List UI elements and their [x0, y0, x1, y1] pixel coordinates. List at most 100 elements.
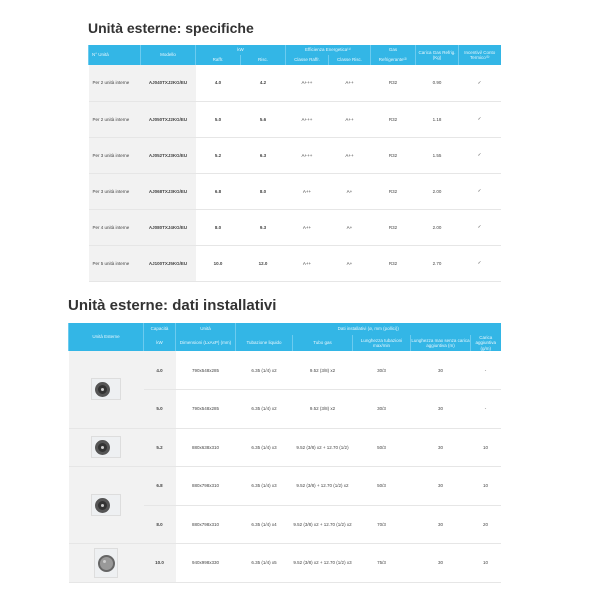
table-cell: 9.52 (3/8) x2 + 12.70 (1/2) x2	[292, 505, 353, 545]
table-cell: 5.6	[240, 101, 286, 138]
table-cell: 6.35 (1/4) x2	[235, 351, 293, 391]
table-cell: 6.35 (1/4) x3	[235, 466, 293, 506]
table-cell: 30/3	[352, 351, 411, 391]
table-cell: 6.35 (1/4) x5	[235, 543, 293, 583]
header-gas: Gas	[370, 45, 416, 55]
outdoor-unit-image	[68, 543, 144, 583]
table-cell: ✓	[458, 101, 501, 138]
header-gas-pipe: Tubo gas	[292, 335, 353, 352]
table-cell: 4.2	[240, 65, 286, 102]
header-cool: Raffr.	[195, 55, 241, 65]
table-cell: 1.55	[415, 137, 459, 174]
table-cell: 30	[410, 543, 471, 583]
table-cell: 10	[470, 428, 501, 468]
table-cell: 75/3	[352, 543, 411, 583]
table-cell: 30	[410, 505, 471, 545]
table-cell: R32	[370, 173, 416, 210]
header-charge: Carica Gas Refrig. (Kg)	[415, 45, 459, 65]
table-cell: 10	[470, 543, 501, 583]
table-row: 8.0 880x798x310 6.35 (1/4) x4 9.52 (3/8) x2…	[69, 505, 501, 545]
outdoor-unit-image	[68, 428, 144, 468]
table-cell: 6.8	[143, 466, 176, 506]
header-gas-sub: Refrigerante⁽²⁾	[370, 55, 416, 65]
table-cell: 6.35 (1/4) x3	[235, 428, 293, 468]
table-cell: 4.0	[195, 65, 241, 102]
header-dim: Dimensioni (LxAxP) (mm)	[175, 335, 236, 352]
table-cell: 8.0	[195, 209, 241, 246]
outdoor-unit-icon	[91, 436, 121, 459]
table-cell: 2.70	[415, 245, 459, 282]
table-cell: A+	[328, 209, 371, 246]
table-cell: AJ052TXJ3KG/EU	[140, 137, 196, 174]
table-cell: 50/3	[352, 428, 411, 468]
table-cell: 6.8	[195, 173, 241, 210]
table-cell: 6.35 (1/4) x2	[235, 389, 293, 429]
table-cell: A++	[328, 65, 371, 102]
table-cell: R32	[370, 65, 416, 102]
header-kw: kW	[195, 45, 286, 55]
specs-title: Unità esterne: specifiche	[88, 20, 254, 36]
table-row: Per 5 unità interne AJ100TXJ5KG/EU 10.0 12.…	[88, 245, 501, 282]
table-row: Per 4 unità interne AJ080TXJ4KG/EU 8.0 9.3 A…	[88, 209, 501, 246]
table-cell: R32	[370, 245, 416, 282]
table-cell: A+++	[285, 101, 329, 138]
header-u: Unità	[175, 323, 236, 335]
header-capacity: Capacità	[143, 323, 176, 335]
table-cell: A++	[285, 173, 329, 210]
table-cell: 9.52 (3/8) + 12.70 (1/2) x2	[292, 466, 353, 506]
header-incentives: Incentivi/ Conto Termico⁽³⁾	[458, 45, 501, 65]
specs-table: N° Unità Modello kW Efficienza Energetic…	[88, 45, 501, 282]
table-cell: 12.0	[240, 245, 286, 282]
table-cell: 50/3	[352, 466, 411, 506]
table-cell: 70/3	[352, 505, 411, 545]
table-cell: 30	[410, 428, 471, 468]
header-efficiency: Efficienza Energetica⁽¹⁾	[285, 45, 371, 55]
table-cell: A++	[328, 137, 371, 174]
table-cell: A+	[328, 245, 371, 282]
table-cell: 6.3	[240, 137, 286, 174]
table-cell: 8.0	[143, 505, 176, 545]
table-row: 10.0 940x998x330 6.35 (1/4) x5 9.52 (3/8) x…	[68, 543, 501, 583]
table-cell: 2.00	[415, 209, 459, 246]
header-length: Lunghezza tubazioni max/min	[352, 335, 411, 352]
table-cell: AJ040TXJ2KG/EU	[140, 65, 196, 102]
table-cell: 4.0	[143, 351, 176, 391]
table-cell: 9.52 (3/8) x2	[292, 351, 353, 391]
header-install-data: Dati installativi (ø, mm (pollici))	[234, 323, 501, 335]
header-unit: Unità Esterne	[68, 323, 144, 352]
table-cell: Per 5 unità interne	[88, 245, 141, 282]
table-cell: 10.0	[195, 245, 241, 282]
header-liquid: Tubazione liquido	[235, 335, 293, 352]
table-cell: 1.18	[415, 101, 459, 138]
table-cell: 2.00	[415, 173, 459, 210]
table-cell: ✓	[458, 209, 501, 246]
table-cell: -	[470, 351, 501, 391]
table-cell: 30	[410, 351, 471, 391]
table-cell: Per 2 unità interne	[88, 65, 141, 102]
table-cell: A++	[328, 101, 371, 138]
table-cell: R32	[370, 209, 416, 246]
table-cell: 30	[410, 389, 471, 429]
table-row: 4.0 790x548x285 6.35 (1/4) x2 9.52 (3/8) x2…	[68, 351, 501, 429]
table-cell: 5.0	[143, 389, 176, 429]
header-eff-heat: Classe Risc.	[328, 55, 371, 65]
table-cell: 30	[410, 466, 471, 506]
table-cell: A+++	[285, 65, 329, 102]
table-cell: 940x998x330	[175, 543, 236, 583]
header-eff-cool: Classe Raffr.	[285, 55, 329, 65]
table-cell: 10	[470, 466, 501, 506]
table-cell: 9.52 (3/8) x2 + 12.70 (1/2)	[292, 428, 353, 468]
header-additional: Carica aggiuntiva (g/m)	[469, 335, 501, 352]
table-row: 5.2 880x638x310 6.35 (1/4) x3 9.52 (3/8) x2…	[68, 428, 501, 468]
outdoor-unit-image	[68, 351, 144, 429]
table-cell: 880x638x310	[175, 428, 236, 468]
table-cell: 5.2	[143, 428, 176, 468]
table-cell: AJ068TXJ3KG/EU	[140, 173, 196, 210]
table-cell: Per 3 unità interne	[88, 137, 141, 174]
table-cell: A+++	[285, 137, 329, 174]
header-maxlen: Lunghezza max senza carica aggiuntiva (m…	[410, 335, 471, 352]
outdoor-unit-icon	[91, 494, 121, 517]
table-cell: AJ050TXJ2KG/EU	[140, 101, 196, 138]
table-cell: AJ100TXJ5KG/EU	[140, 245, 196, 282]
table-cell: 6.35 (1/4) x4	[235, 505, 293, 545]
